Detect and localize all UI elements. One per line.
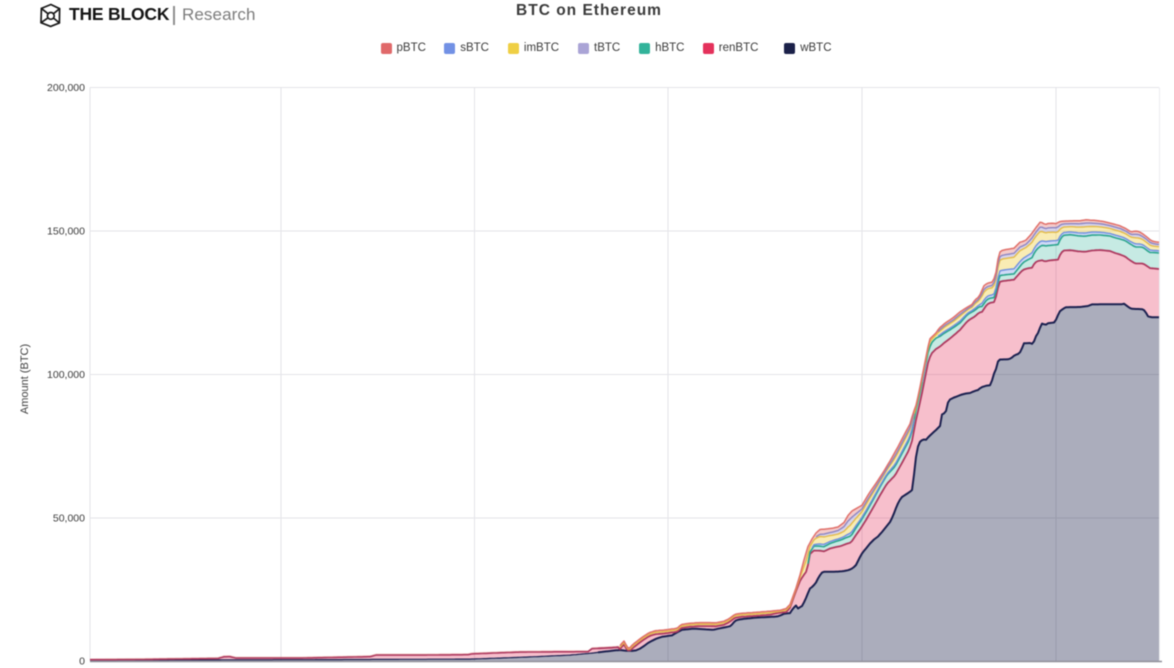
svg-text:50,000: 50,000 [53,513,85,525]
svg-text:150,000: 150,000 [47,226,85,238]
svg-text:0: 0 [79,656,85,668]
svg-text:200,000: 200,000 [47,82,85,94]
svg-text:Amount (BTC): Amount (BTC) [19,344,31,414]
svg-text:100,000: 100,000 [47,369,85,381]
